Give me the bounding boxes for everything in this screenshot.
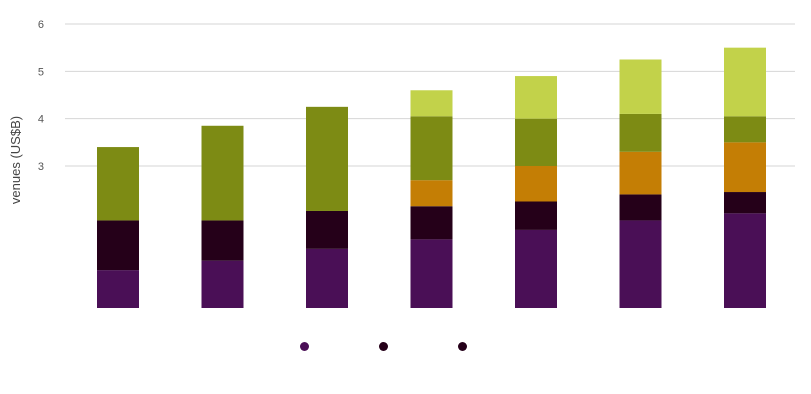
y-axis-title: venues (US$B) <box>8 116 23 204</box>
bar-segment <box>724 213 766 308</box>
bar-segment <box>724 192 766 214</box>
bar-segment <box>201 220 244 261</box>
bar-segment <box>97 270 139 308</box>
y-tick-label: 3 <box>38 161 44 173</box>
legend-swatch <box>300 342 309 351</box>
legend-swatch <box>458 342 467 351</box>
y-tick-label: 5 <box>38 66 44 78</box>
bar-segment <box>515 166 557 202</box>
legend-item <box>458 342 467 351</box>
bar-segment <box>724 116 766 143</box>
bar-segment <box>515 201 557 230</box>
bar-segment <box>724 142 766 193</box>
y-axis-ticks: 3 4 5 6 <box>38 19 44 173</box>
bar-segment <box>306 210 348 249</box>
y-tick-label: 4 <box>38 114 44 126</box>
bar-segment <box>515 229 557 308</box>
bar-segment <box>201 260 244 308</box>
bar-segment <box>410 116 453 181</box>
bar-segment <box>410 180 453 207</box>
legend <box>300 342 467 351</box>
bar-segment <box>306 248 348 308</box>
bar-segment <box>619 151 662 195</box>
bar-segment <box>410 90 453 117</box>
legend-item <box>300 342 309 351</box>
bar-segment <box>619 194 662 221</box>
legend-swatch <box>379 342 388 351</box>
bar-segment <box>410 239 453 308</box>
bar-segment <box>306 106 348 211</box>
bar-segment <box>97 220 139 271</box>
y-tick-label: 6 <box>38 19 44 31</box>
bar-segment <box>619 220 662 308</box>
bar-segment <box>410 206 453 240</box>
bar-segment <box>515 76 557 119</box>
bar-segment <box>201 125 244 221</box>
legend-item <box>379 342 388 351</box>
bar-segment <box>97 147 139 221</box>
bar-segment <box>619 113 662 152</box>
bar-segment <box>515 118 557 166</box>
bars <box>97 47 766 308</box>
bar-segment <box>619 59 662 114</box>
bar-segment <box>724 47 766 117</box>
